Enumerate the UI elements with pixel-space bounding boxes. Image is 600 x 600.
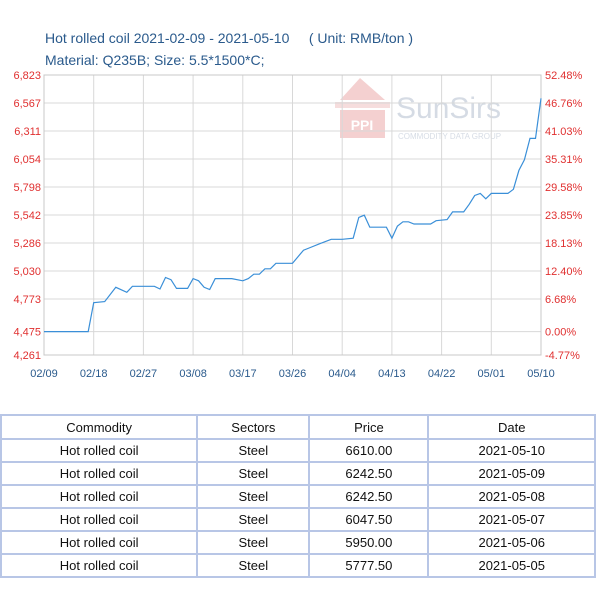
price-chart: PPI SunSirs COMMODITY DATA GROUP 4,2614,… xyxy=(13,70,583,380)
x-tick-label: 02/27 xyxy=(130,368,158,380)
cell-sector: Steel xyxy=(196,553,311,578)
table-row: Hot rolled coil Steel 6610.00 2021-05-10 xyxy=(0,438,596,463)
y-tick-label-right: 18.13% xyxy=(545,238,583,250)
x-tick-label: 04/22 xyxy=(428,368,456,380)
cell-price: 6610.00 xyxy=(308,438,430,463)
table-row: Hot rolled coil Steel 6047.50 2021-05-07 xyxy=(0,507,596,532)
table-row: Hot rolled coil Steel 6242.50 2021-05-08 xyxy=(0,484,596,509)
cell-date: 2021-05-10 xyxy=(427,438,596,463)
cell-sector: Steel xyxy=(196,461,311,486)
watermark-brand: SunSirs xyxy=(396,92,501,125)
y-tick-label-left: 5,542 xyxy=(13,210,41,222)
cell-price: 6047.50 xyxy=(308,507,430,532)
header-price: Price xyxy=(308,414,430,440)
cell-date: 2021-05-09 xyxy=(427,461,596,486)
y-tick-label-right: 0.00% xyxy=(545,327,576,339)
table-row: Hot rolled coil Steel 5777.50 2021-05-05 xyxy=(0,553,596,578)
y-tick-label-left: 6,054 xyxy=(13,154,41,166)
y-tick-label-left: 5,030 xyxy=(13,266,41,278)
cell-commodity: Hot rolled coil xyxy=(0,461,199,486)
y-tick-label-right: 41.03% xyxy=(545,126,583,138)
header-commodity: Commodity xyxy=(0,414,199,440)
price-line xyxy=(44,98,542,333)
y-tick-label-right: 23.85% xyxy=(545,210,583,222)
y-tick-label-left: 4,475 xyxy=(13,327,41,339)
cell-commodity: Hot rolled coil xyxy=(0,438,199,463)
x-tick-label: 04/04 xyxy=(328,368,356,380)
y-tick-label-left: 5,286 xyxy=(13,238,41,250)
header-sectors: Sectors xyxy=(196,414,311,440)
y-tick-label-left: 4,773 xyxy=(13,294,41,306)
y-tick-label-right: 6.68% xyxy=(545,294,576,306)
x-tick-label: 05/01 xyxy=(478,368,506,380)
y-tick-label-left: 5,798 xyxy=(13,182,41,194)
cell-price: 5950.00 xyxy=(308,530,430,555)
price-table: Commodity Sectors Price Date Hot rolled … xyxy=(0,414,596,578)
cell-sector: Steel xyxy=(196,507,311,532)
cell-date: 2021-05-05 xyxy=(427,553,596,578)
y-tick-label-right: 46.76% xyxy=(545,98,583,110)
cell-commodity: Hot rolled coil xyxy=(0,507,199,532)
y-axis-right: -4.77% 0.00% 6.68% 12.40% 18.13% 23.85% 29.58%… xyxy=(545,70,583,362)
sunsirs-watermark: PPI SunSirs COMMODITY DATA GROUP xyxy=(335,78,501,141)
x-tick-label: 03/26 xyxy=(279,368,307,380)
cell-commodity: Hot rolled coil xyxy=(0,553,199,578)
y-tick-label-left: 6,311 xyxy=(14,126,41,138)
cell-sector: Steel xyxy=(196,530,311,555)
cell-date: 2021-05-08 xyxy=(427,484,596,509)
y-tick-label-right: -4.77% xyxy=(545,350,580,362)
y-tick-label-right: 52.48% xyxy=(545,70,583,82)
y-tick-label-right: 35.31% xyxy=(545,154,583,166)
ppi-logo-text: PPI xyxy=(351,117,374,133)
table-row: Hot rolled coil Steel 6242.50 2021-05-09 xyxy=(0,461,596,486)
cell-commodity: Hot rolled coil xyxy=(0,530,199,555)
x-tick-label: 02/18 xyxy=(80,368,108,380)
chart-title: Hot rolled coil 2021-02-09 - 2021-05-10 … xyxy=(45,30,414,46)
cell-price: 6242.50 xyxy=(308,484,430,509)
y-tick-label-left: 6,567 xyxy=(13,98,41,110)
x-tick-label: 02/09 xyxy=(30,368,58,380)
y-tick-label-right: 12.40% xyxy=(545,266,583,278)
x-tick-label: 05/10 xyxy=(527,368,555,380)
cell-sector: Steel xyxy=(196,484,311,509)
plot-area xyxy=(43,74,542,356)
cell-commodity: Hot rolled coil xyxy=(0,484,199,509)
header-date: Date xyxy=(427,414,596,440)
table-row: Hot rolled coil Steel 5950.00 2021-05-06 xyxy=(0,530,596,555)
cell-price: 6242.50 xyxy=(308,461,430,486)
x-tick-label: 03/08 xyxy=(179,368,207,380)
y-tick-label-left: 4,261 xyxy=(13,350,41,362)
y-tick-label-left: 6,823 xyxy=(13,70,41,82)
cell-sector: Steel xyxy=(196,438,311,463)
cell-date: 2021-05-06 xyxy=(427,530,596,555)
x-tick-label: 03/17 xyxy=(229,368,257,380)
y-axis-left: 4,261 4,475 4,773 5,030 5,286 5,542 5,798 6,054… xyxy=(13,70,41,362)
cell-price: 5777.50 xyxy=(308,553,430,578)
chart-subtitle: Material: Q235B; Size: 5.5*1500*C; xyxy=(45,52,265,68)
ppi-logo-icon: PPI xyxy=(335,78,390,138)
table-header-row: Commodity Sectors Price Date xyxy=(0,414,596,440)
x-axis: 02/09 02/18 02/27 03/08 03/17 03/26 04/04 04/13… xyxy=(30,368,555,380)
cell-date: 2021-05-07 xyxy=(427,507,596,532)
x-tick-label: 04/13 xyxy=(378,368,406,380)
watermark-tagline: COMMODITY DATA GROUP xyxy=(398,132,501,141)
y-tick-label-right: 29.58% xyxy=(545,182,583,194)
